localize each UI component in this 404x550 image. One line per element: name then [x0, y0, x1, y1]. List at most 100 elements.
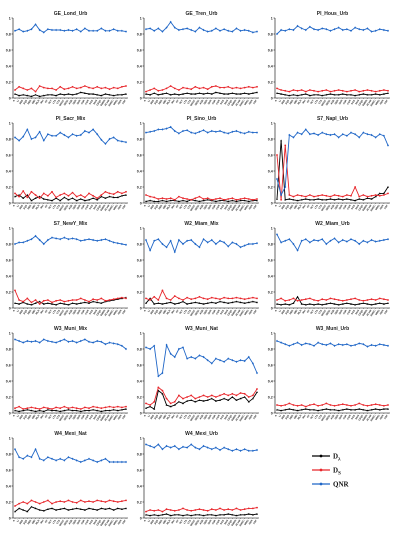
data-point-ds: [42, 299, 45, 302]
data-point-dl: [333, 198, 336, 201]
x-tick-label: LI: [16, 414, 20, 418]
data-point-ds: [325, 299, 328, 301]
data-point-ds: [153, 87, 156, 90]
data-point-dl: [374, 195, 377, 198]
data-point-qnr: [214, 446, 217, 449]
data-point-qnr: [186, 27, 189, 30]
x-tick-label: Mui: [40, 99, 45, 104]
x-tick-label: WSGF: [59, 519, 66, 527]
data-point-qnr: [125, 141, 127, 144]
data-point-qnr: [374, 240, 377, 243]
data-point-qnr: [22, 457, 25, 460]
data-point-ds: [161, 197, 164, 200]
data-point-qnr: [276, 32, 278, 36]
data-point-ds: [18, 502, 21, 505]
data-point-dl: [276, 197, 278, 200]
data-point-dl: [194, 400, 197, 403]
data-point-dl: [292, 198, 295, 201]
y-tick-label: 1: [9, 331, 11, 335]
data-point-qnr: [219, 359, 221, 362]
x-tick-label: ANN: [224, 309, 230, 315]
data-point-qnr: [190, 131, 193, 134]
x-tick-label: CGR: [346, 99, 352, 105]
data-point-ds: [145, 402, 147, 405]
data-point-ds: [92, 501, 95, 503]
data-point-qnr: [214, 27, 217, 30]
data-point-dl: [284, 198, 287, 201]
data-point-ds: [116, 405, 119, 408]
data-point-dl: [206, 399, 209, 401]
data-point-qnr: [55, 459, 58, 462]
x-tick-label: SBS2: [194, 99, 200, 106]
x-tick-label: RLT: [179, 309, 184, 315]
data-point-ds: [169, 299, 172, 301]
data-point-dl: [350, 408, 352, 411]
data-point-ds: [358, 195, 361, 198]
data-point-ds: [63, 88, 66, 91]
data-point-dl: [313, 408, 315, 411]
x-tick-label: RLT: [310, 414, 315, 420]
x-tick-label: HRR: [379, 414, 385, 420]
data-point-qnr: [358, 242, 361, 246]
data-point-qnr: [161, 371, 164, 375]
data-point-ds: [247, 85, 250, 88]
data-point-qnr: [71, 339, 74, 343]
y-tick-label: 0: [9, 201, 11, 205]
data-point-qnr: [42, 242, 45, 246]
x-tick-label: MBI: [162, 99, 167, 105]
x-tick-label: A: [12, 519, 16, 522]
data-point-qnr: [292, 343, 295, 346]
data-point-dl: [243, 395, 246, 398]
data-point-qnr: [145, 28, 147, 31]
data-point-dl: [247, 400, 250, 403]
x-tick-label: SBS: [150, 414, 156, 420]
data-point-qnr: [247, 130, 250, 133]
data-point-ds: [358, 90, 361, 93]
data-point-ds: [26, 196, 29, 199]
data-point-dl: [79, 91, 82, 94]
data-point-ds: [59, 500, 62, 503]
data-point-ds: [71, 191, 74, 194]
data-point-ds: [120, 500, 123, 503]
data-point-dl: [169, 93, 172, 96]
data-point-qnr: [337, 241, 340, 244]
data-point-qnr: [79, 30, 82, 33]
x-tick-label: SHR: [207, 414, 213, 420]
data-point-qnr: [96, 133, 99, 136]
data-point-qnr: [63, 459, 66, 462]
data-point-ds: [165, 198, 168, 200]
data-point-ds: [59, 194, 62, 196]
data-point-ds: [219, 394, 221, 397]
data-point-dl: [182, 514, 184, 517]
data-point-dl: [161, 302, 164, 305]
data-point-dl: [198, 513, 201, 516]
panel-title: S7_Napl_Urb: [317, 116, 348, 122]
y-tick-label: 0: [140, 96, 142, 100]
data-point-qnr: [59, 339, 62, 343]
data-point-ds: [173, 400, 176, 403]
x-tick-label: LTA: [52, 99, 57, 104]
x-tick-label: MLR: [297, 99, 303, 105]
y-tick-label: 0.2: [6, 290, 11, 294]
x-tick-label: SBR: [72, 309, 78, 315]
x-tick-label: SBS: [150, 99, 156, 105]
data-point-dl: [182, 199, 184, 202]
data-point-dl: [116, 507, 119, 510]
data-point-dl: [120, 194, 123, 197]
data-point-qnr: [55, 28, 58, 32]
data-point-qnr: [145, 238, 147, 242]
x-tick-label: SBS: [281, 309, 287, 315]
data-point-ds: [75, 501, 78, 504]
y-tick-label: 0: [271, 96, 273, 100]
data-point-qnr: [354, 133, 357, 136]
data-point-dl: [120, 93, 123, 96]
x-tick-label: ANN: [224, 519, 230, 525]
data-point-dl: [362, 302, 365, 304]
data-point-dl: [169, 301, 172, 304]
data-point-dl: [100, 410, 103, 413]
x-tick-label: WSGF: [321, 99, 328, 107]
data-point-qnr: [206, 131, 209, 134]
data-point-ds: [38, 85, 41, 87]
x-tick-label: AGS: [88, 414, 94, 420]
